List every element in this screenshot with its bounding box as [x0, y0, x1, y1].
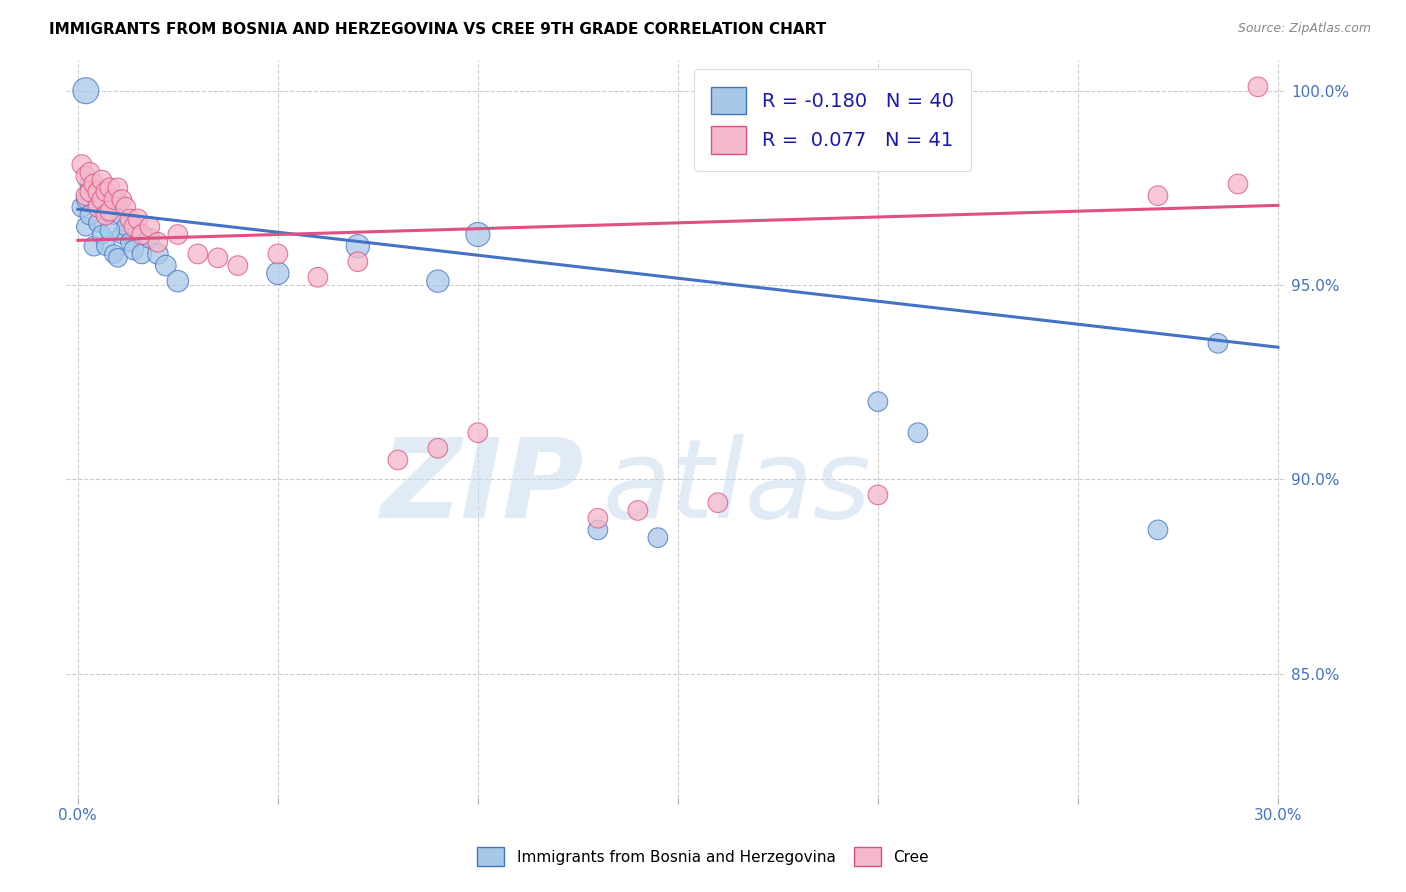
Point [907, 425, 929, 440]
Point [347, 254, 370, 268]
Point [94, 204, 117, 219]
Text: Source: ZipAtlas.com: Source: ZipAtlas.com [1237, 22, 1371, 36]
Point [139, 231, 162, 245]
Point [155, 259, 177, 273]
Point [118, 235, 141, 250]
Point [87, 196, 110, 211]
Point [586, 511, 609, 525]
Point [118, 211, 141, 226]
Point [347, 239, 370, 253]
Point [90, 173, 112, 187]
Point [83, 239, 105, 253]
Point [307, 270, 329, 285]
Point [79, 177, 101, 191]
Point [122, 243, 145, 257]
Point [1206, 336, 1229, 351]
Y-axis label: 9th Grade: 9th Grade [0, 394, 7, 464]
Point [586, 523, 609, 537]
Point [146, 235, 169, 250]
Point [98, 181, 121, 195]
Point [94, 239, 117, 253]
Point [75, 219, 97, 234]
Point [866, 394, 889, 409]
Point [1147, 523, 1170, 537]
Point [98, 196, 121, 211]
Point [79, 185, 101, 199]
Point [115, 219, 138, 234]
Point [107, 181, 129, 195]
Point [647, 531, 669, 545]
Point [426, 442, 449, 456]
Point [707, 496, 730, 510]
Point [79, 165, 101, 179]
Point [70, 157, 93, 171]
Point [87, 200, 110, 214]
Point [90, 227, 112, 242]
Point [79, 208, 101, 222]
Point [103, 208, 125, 222]
Point [131, 247, 153, 261]
Point [127, 211, 149, 226]
Point [115, 200, 138, 214]
Point [467, 227, 489, 242]
Point [267, 266, 290, 280]
Point [111, 193, 134, 207]
Point [146, 247, 169, 261]
Point [467, 425, 489, 440]
Point [103, 193, 125, 207]
Point [83, 181, 105, 195]
Point [387, 453, 409, 467]
Point [75, 169, 97, 184]
Point [103, 247, 125, 261]
Point [627, 503, 650, 517]
Point [90, 193, 112, 207]
Point [94, 185, 117, 199]
Point [166, 227, 188, 242]
Point [70, 200, 93, 214]
Point [166, 274, 188, 288]
Point [98, 224, 121, 238]
Point [1226, 177, 1249, 191]
Point [107, 193, 129, 207]
Text: ZIP: ZIP [381, 434, 585, 541]
Point [267, 247, 290, 261]
Text: IMMIGRANTS FROM BOSNIA AND HERZEGOVINA VS CREE 9TH GRADE CORRELATION CHART: IMMIGRANTS FROM BOSNIA AND HERZEGOVINA V… [49, 22, 827, 37]
Point [107, 251, 129, 265]
Point [207, 251, 229, 265]
Point [1147, 188, 1170, 202]
Point [98, 204, 121, 219]
Point [226, 259, 249, 273]
Point [111, 227, 134, 242]
Text: atlas: atlas [603, 434, 872, 541]
Point [87, 216, 110, 230]
Legend: R = -0.180   N = 40, R =  0.077   N = 41: R = -0.180 N = 40, R = 0.077 N = 41 [693, 70, 972, 171]
Point [426, 274, 449, 288]
Point [127, 224, 149, 238]
Point [866, 488, 889, 502]
Point [75, 84, 97, 98]
Point [83, 177, 105, 191]
Point [75, 188, 97, 202]
Point [87, 185, 110, 199]
Point [187, 247, 209, 261]
Legend: Immigrants from Bosnia and Herzegovina, Cree: Immigrants from Bosnia and Herzegovina, … [470, 839, 936, 873]
Point [1247, 79, 1270, 94]
Point [131, 227, 153, 242]
Point [139, 219, 162, 234]
Point [90, 188, 112, 202]
Point [122, 219, 145, 234]
Point [94, 208, 117, 222]
Point [75, 193, 97, 207]
